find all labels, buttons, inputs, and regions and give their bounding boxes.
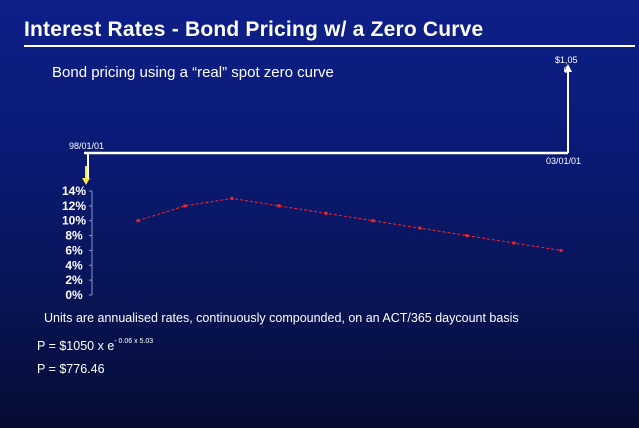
units-note: Units are annualised rates, continuously… xyxy=(44,311,519,325)
y-tick-label: 12% xyxy=(62,199,86,213)
pricing-formula: P = $1050 x e- 0.06 x 5.03 xyxy=(37,337,154,353)
title-underline xyxy=(24,45,635,47)
y-tick-label: 6% xyxy=(65,243,83,257)
subtitle: Bond pricing using a “real” spot zero cu… xyxy=(52,64,334,81)
spot-curve-series xyxy=(136,196,563,252)
data-point xyxy=(559,248,563,252)
series-line xyxy=(137,197,562,251)
price-result: P = $776.46 xyxy=(37,362,105,376)
end-date-label: 03/01/01 xyxy=(546,156,582,166)
cashflow-amount-line1: $1,05 xyxy=(555,55,578,65)
data-point xyxy=(324,211,328,215)
formula-base: P = $1050 x e xyxy=(37,339,115,353)
data-point xyxy=(512,241,516,245)
cashflow-arrowhead xyxy=(564,64,572,72)
data-point xyxy=(418,226,422,230)
data-point xyxy=(230,196,234,200)
y-tick-label: 2% xyxy=(65,273,83,287)
cashflow-timeline xyxy=(82,64,572,185)
y-tick-label: 14% xyxy=(62,184,86,198)
data-point xyxy=(371,219,375,223)
data-point xyxy=(277,204,281,208)
y-tick-label: 10% xyxy=(62,214,86,228)
y-tick-label: 0% xyxy=(65,288,83,302)
y-axis: 0%2%4%6%8%10%12%14% xyxy=(62,184,93,302)
start-marker-arrowhead xyxy=(82,178,90,185)
y-tick-label: 8% xyxy=(65,229,83,243)
start-date-label: 98/01/01 xyxy=(69,141,105,151)
formula-exponent: - 0.06 x 5.03 xyxy=(114,337,154,345)
y-tick-label: 4% xyxy=(65,258,83,272)
page-title: Interest Rates - Bond Pricing w/ a Zero … xyxy=(24,18,484,41)
data-point xyxy=(465,234,469,238)
data-point xyxy=(136,219,140,223)
data-point xyxy=(183,204,187,208)
